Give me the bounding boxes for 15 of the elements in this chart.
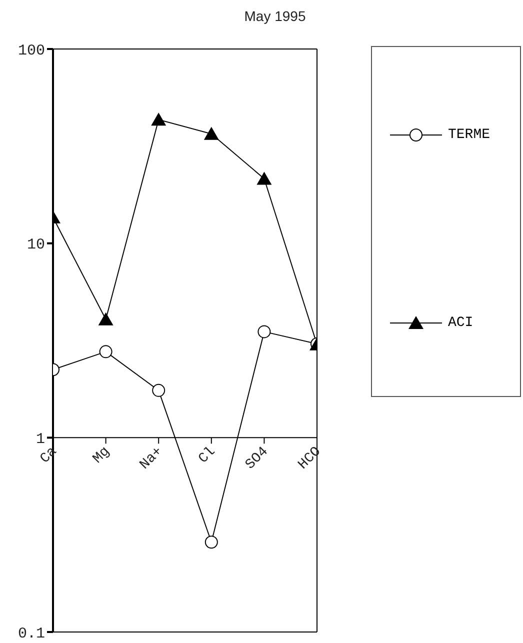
x-tick-label: Cl — [196, 444, 219, 468]
x-tick-label: Mg — [90, 444, 114, 468]
y-tick-label: 100 — [18, 42, 45, 60]
point — [151, 112, 166, 126]
legend-label: TERME — [448, 127, 490, 143]
y-tick-label: 0.1 — [18, 625, 45, 642]
point — [204, 126, 219, 140]
chart-title: May 1995 — [244, 8, 306, 24]
point — [152, 384, 166, 397]
y-tick-label: 10 — [26, 236, 45, 254]
x-tick-label: Na+ — [136, 444, 166, 474]
x-tick-label: HCO — [295, 444, 325, 474]
x-tick-label: SO4 — [242, 444, 272, 474]
point — [204, 536, 218, 549]
legend-label: ACI — [448, 315, 474, 331]
